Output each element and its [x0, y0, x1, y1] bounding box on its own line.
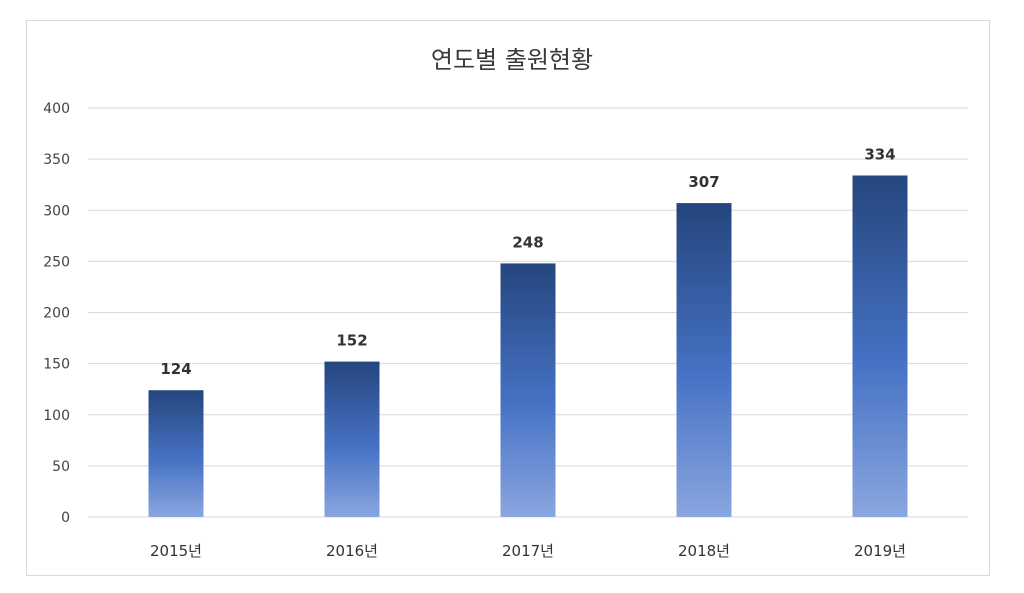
- x-tick-label: 2016년: [326, 542, 378, 560]
- data-labels: 124 152 248 307 334: [160, 145, 895, 378]
- data-label: 307: [688, 173, 719, 191]
- data-label: 334: [864, 145, 895, 163]
- y-tick-label: 150: [43, 357, 70, 373]
- y-tick-label: 50: [52, 459, 70, 475]
- y-tick-label: 100: [43, 408, 70, 424]
- y-tick-label: 200: [43, 306, 70, 322]
- y-tick-label: 400: [43, 101, 70, 117]
- data-label: 124: [160, 360, 191, 378]
- y-tick-label: 350: [43, 152, 70, 168]
- chart-title: 연도별 출원현황: [431, 46, 593, 74]
- bar: [500, 263, 556, 517]
- y-axis-ticks: 0 50 100 150 200 250 300 350 400: [43, 101, 70, 526]
- bar: [852, 175, 908, 518]
- gridlines: [88, 107, 968, 518]
- x-tick-label: 2017년: [502, 542, 554, 560]
- bar: [324, 361, 380, 517]
- bar: [148, 390, 204, 517]
- data-label: 152: [336, 332, 367, 350]
- x-tick-label: 2019년: [854, 542, 906, 560]
- x-tick-label: 2018년: [678, 542, 730, 560]
- x-axis-ticks: 2015년 2016년 2017년 2018년 2019년: [150, 542, 906, 560]
- bars: [148, 175, 908, 518]
- y-tick-label: 0: [61, 510, 70, 526]
- bar: [676, 203, 732, 517]
- x-tick-label: 2015년: [150, 542, 202, 560]
- data-label: 248: [512, 233, 543, 251]
- y-tick-label: 250: [43, 254, 70, 270]
- y-tick-label: 300: [43, 203, 70, 219]
